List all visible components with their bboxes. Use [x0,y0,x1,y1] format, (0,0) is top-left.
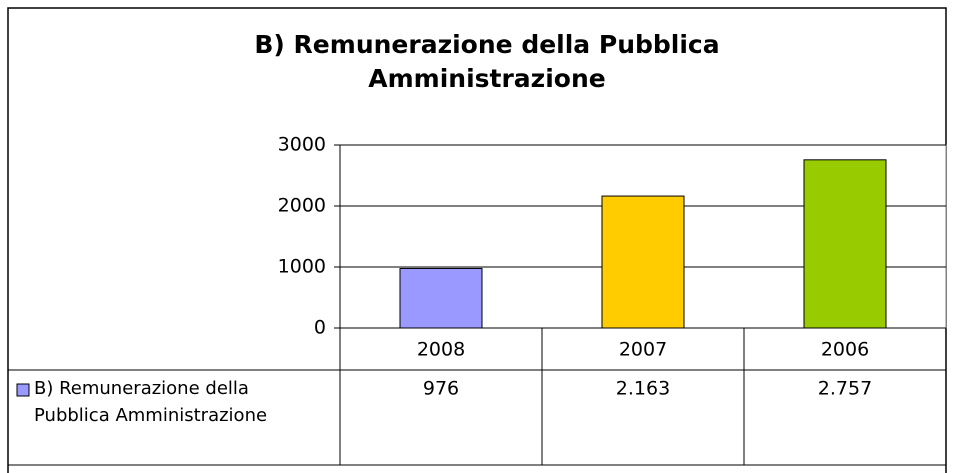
bar [803,159,887,329]
legend-label: B) Remunerazione della Pubblica Amminist… [34,378,268,426]
bar [601,195,685,329]
y-tick-label: 2000 [278,195,326,217]
x-tick-label: 2008 [417,339,465,361]
y-tick-label: 0 [314,317,326,339]
y-tick-label: 3000 [278,134,326,156]
legend-swatch [16,383,30,397]
y-tick-label: 1000 [278,256,326,278]
chart-title: B) Remunerazione della Pubblica Amministr… [254,30,719,93]
data-label: 2.757 [818,378,872,400]
x-tick-label: 2007 [619,339,667,361]
data-label: 2.163 [616,378,670,400]
legend-item: B) Remunerazione della Pubblica Amminist… [34,378,268,426]
data-label: 976 [423,378,459,400]
x-tick-label: 2006 [821,339,869,361]
bar [399,267,483,329]
